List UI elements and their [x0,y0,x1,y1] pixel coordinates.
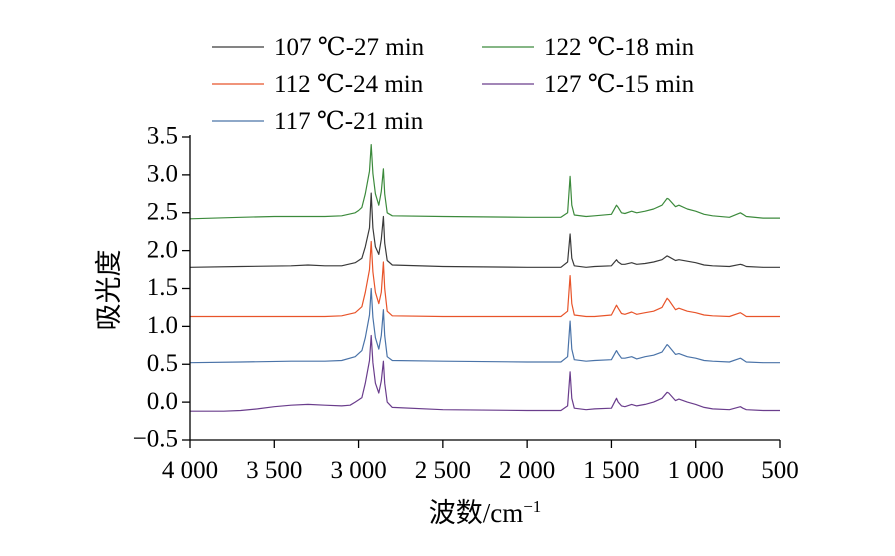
x-axis-title-superscript: −1 [523,497,541,516]
y-tick-label: 3.0 [147,161,178,188]
x-tick-label: 3 000 [330,457,386,484]
x-axis-title: 波数/cm−1 [429,497,542,528]
legend: 107 ℃-27 min 112 ℃-24 min 117 ℃-21 min 122 … [212,34,695,135]
series-line-5 [190,334,780,412]
x-tick-label: 2 000 [499,457,555,484]
y-tick-label: 0.5 [147,350,178,377]
y-tick-label: 0.0 [147,388,178,415]
x-tick-label: 2 500 [415,457,471,484]
y-tick-label: 2.0 [147,236,178,263]
series-line-2 [190,240,780,318]
x-axis-title-text: 波数/cm [429,498,524,528]
y-axis-title: 吸光度 [94,250,124,331]
x-tick-label: 1 500 [583,457,639,484]
x-tick-label: 4 000 [162,457,218,484]
x-tick-label: 3 500 [246,457,302,484]
y-tick-label: 1.0 [147,312,178,339]
legend-item: 122 ℃-18 min [482,34,695,61]
x-tick-label: 1 000 [668,457,724,484]
plot-area [189,144,780,412]
legend-label: 127 ℃-15 min [544,71,695,98]
legend-item: 127 ℃-15 min [482,71,695,98]
legend-label: 117 ℃-21 min [274,108,424,135]
legend-label: 107 ℃-27 min [274,34,425,61]
y-tick-label: 2.5 [147,198,178,225]
series-line-3 [189,287,780,364]
y-tick-label: 3.5 [147,123,178,150]
axes: −0.5 0.0 0.5 1.0 1.5 2.0 2.5 3.0 3.5 4 000 3 500 3 … [133,123,799,484]
y-tick-label: 1.5 [147,274,178,301]
x-tick-label: 500 [761,457,799,484]
legend-item: 107 ℃-27 min [212,34,425,61]
legend-label: 122 ℃-18 min [544,34,695,61]
series-line-4 [189,144,780,220]
legend-item: 112 ℃-24 min [212,71,424,98]
legend-label: 112 ℃-24 min [274,71,424,98]
legend-item: 117 ℃-21 min [212,108,424,135]
series-line-1 [189,192,780,268]
y-tick-label: −0.5 [133,426,178,453]
